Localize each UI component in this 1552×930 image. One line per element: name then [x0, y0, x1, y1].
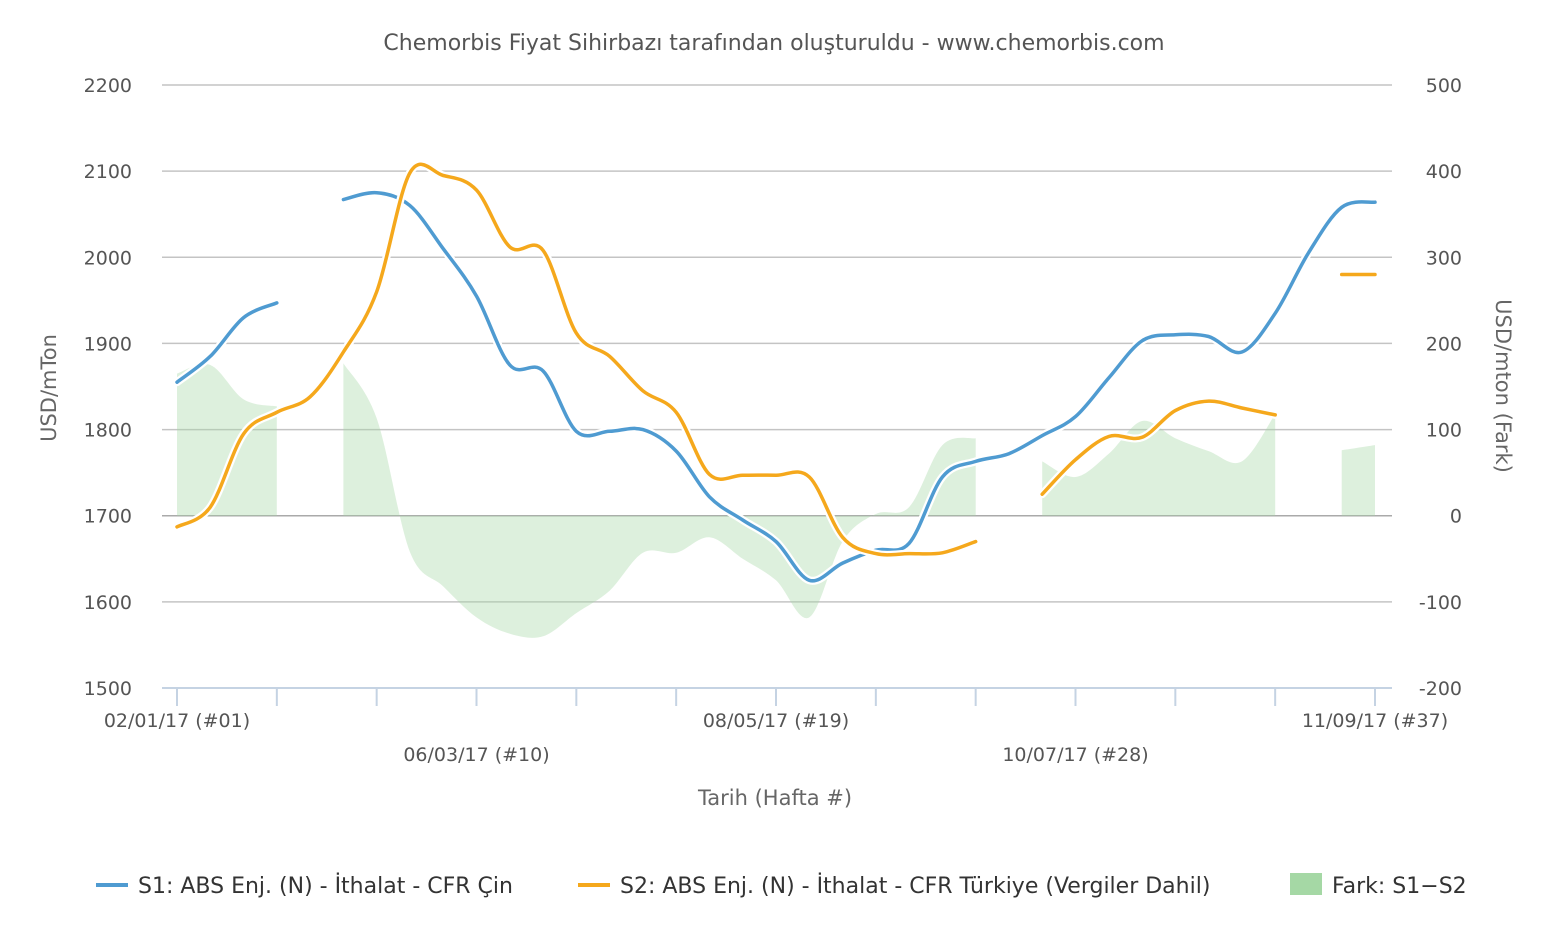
difference-area-segment	[177, 364, 277, 516]
y-tick-label-right: 0	[1450, 506, 1462, 528]
series-2-line-segment	[1040, 399, 1277, 496]
x-tick-label: 06/03/17 (#10)	[403, 744, 549, 766]
difference-area-layer	[177, 363, 1375, 638]
chart-title: Chemorbis Fiyat Sihirbazı tarafından olu…	[383, 31, 1164, 56]
y-tick-label-left: 1600	[84, 592, 132, 614]
y-axis-right: -200 -100 0 100 200 300 400 500	[1419, 75, 1462, 700]
y-axis-left-title: USD/mTon	[37, 334, 61, 442]
x-tick-label: 11/09/17 (#37)	[1302, 710, 1448, 732]
y-tick-label-left: 2200	[84, 75, 132, 97]
x-tick-label: 10/07/17 (#28)	[1002, 744, 1148, 766]
y-tick-label-right: 500	[1426, 75, 1462, 97]
y-tick-label-left: 2000	[84, 247, 132, 269]
legend: S1: ABS Enj. (N) - İthalat - CFR Çin S2:…	[96, 873, 1467, 899]
series-2-line-halo	[173, 160, 980, 559]
y-tick-label-right: -100	[1419, 592, 1462, 614]
y-tick-label-right: 100	[1426, 420, 1462, 442]
legend-label-s2: S2: ABS Enj. (N) - İthalat - CFR Türkiye…	[620, 873, 1210, 899]
legend-item-fark[interactable]: Fark: S1−S2	[1290, 873, 1467, 899]
difference-area-segment	[1341, 445, 1375, 516]
y-tick-label-left: 1800	[84, 420, 132, 442]
y-tick-label-left: 1700	[84, 506, 132, 528]
series-1-line-segment	[341, 190, 1377, 583]
y-tick-label-left: 1900	[84, 333, 132, 355]
y-tick-label-right: 300	[1426, 247, 1462, 269]
y-tick-label-left: 1500	[84, 678, 132, 700]
legend-swatch-fark	[1290, 873, 1322, 895]
y-axis-left: 1500 1600 1700 1800 1900 2000 2100 2200	[84, 75, 132, 700]
legend-item-s1[interactable]: S1: ABS Enj. (N) - İthalat - CFR Çin	[96, 873, 513, 899]
legend-label-s1: S1: ABS Enj. (N) - İthalat - CFR Çin	[138, 873, 513, 899]
difference-area-segment	[343, 363, 976, 638]
legend-label-fark: Fark: S1−S2	[1332, 874, 1467, 899]
grid-lines	[162, 84, 1392, 603]
series-2-line-segment	[175, 162, 978, 557]
y-tick-label-left: 2100	[84, 161, 132, 183]
x-axis-title: Tarih (Hafta #)	[697, 786, 852, 810]
y-tick-label-right: -200	[1419, 678, 1462, 700]
y-tick-label-right: 200	[1426, 333, 1462, 355]
series-line-layer	[173, 160, 1379, 585]
legend-item-s2[interactable]: S2: ABS Enj. (N) - İthalat - CFR Türkiye…	[578, 873, 1210, 899]
series-1-line-segment	[175, 301, 279, 384]
y-tick-label-right: 400	[1426, 161, 1462, 183]
difference-area-segment	[1042, 414, 1276, 516]
x-tick-label: 08/05/17 (#19)	[703, 710, 849, 732]
x-axis: 02/01/17 (#01) 06/03/17 (#10) 08/05/17 (#1…	[104, 687, 1448, 766]
y-axis-right-title: USD/mton (Fark)	[1491, 299, 1515, 473]
x-tick-label: 02/01/17 (#01)	[104, 710, 250, 732]
